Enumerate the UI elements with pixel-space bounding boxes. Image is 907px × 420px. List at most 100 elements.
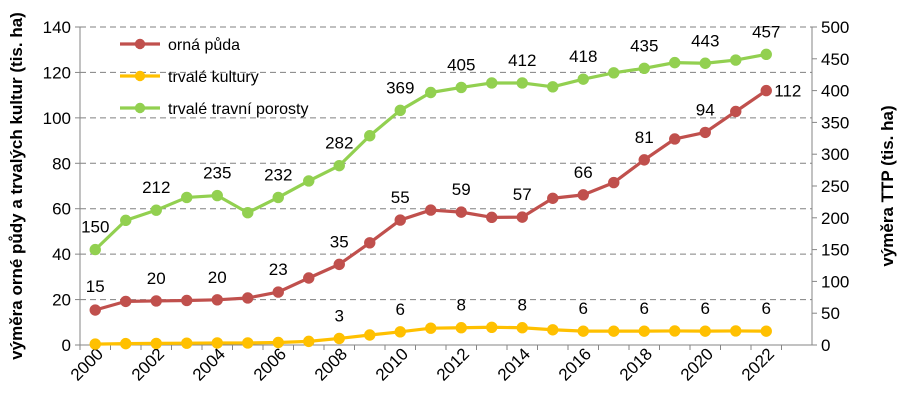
- data-point: [364, 237, 376, 249]
- data-point: [425, 204, 437, 216]
- x-tick-label: 2016: [555, 344, 595, 384]
- data-label: 412: [508, 51, 536, 70]
- data-point: [577, 325, 589, 337]
- data-point: [120, 337, 132, 350]
- y-tick-label-right: 50: [821, 304, 840, 323]
- data-point: [455, 81, 467, 94]
- data-label: 282: [325, 134, 353, 153]
- y-tick-label-right: 100: [821, 272, 849, 291]
- data-point: [89, 338, 101, 350]
- y-tick-label-right: 350: [821, 113, 849, 132]
- data-label: 8: [457, 296, 466, 315]
- data-point: [150, 295, 162, 307]
- data-point: [211, 294, 223, 306]
- data-label: 232: [264, 165, 292, 184]
- data-label: 112: [774, 82, 801, 101]
- data-label: 235: [203, 164, 231, 183]
- data-point: [547, 192, 559, 204]
- data-point: [760, 48, 772, 61]
- data-point: [730, 105, 742, 118]
- x-tick-label: 2018: [616, 344, 656, 384]
- legend: orná půda trvalé kultury trvalé travní por…: [120, 36, 309, 118]
- data-label: 405: [447, 55, 475, 74]
- data-point: [181, 337, 193, 349]
- data-label: 6: [579, 299, 588, 318]
- data-point: [699, 325, 711, 337]
- data-point: [638, 62, 650, 75]
- data-label: 23: [269, 260, 288, 279]
- y-tick-label-right: 150: [821, 241, 849, 260]
- data-point: [638, 325, 650, 337]
- data-point: [272, 191, 284, 204]
- x-tick-label: 2008: [311, 344, 351, 384]
- x-tick-label: 2004: [189, 344, 229, 384]
- data-label: 20: [208, 268, 227, 287]
- data-label: 150: [81, 218, 109, 237]
- y-tick-label: 40: [52, 245, 71, 264]
- y-tick-label-right: 450: [821, 50, 849, 69]
- x-tick-label: 2000: [67, 344, 107, 384]
- y-tick-label-right: 200: [821, 209, 849, 228]
- data-point: [150, 337, 162, 350]
- data-point: [181, 294, 193, 307]
- data-label: 35: [330, 232, 349, 251]
- data-label: 57: [513, 185, 532, 204]
- y-tick-label-right: 400: [821, 82, 849, 101]
- series-line-0: [94, 89, 768, 312]
- data-point: [211, 189, 223, 202]
- x-tick-label: 2012: [433, 344, 473, 384]
- data-point: [699, 57, 711, 69]
- data-point: [89, 243, 101, 256]
- data-point: [516, 322, 528, 334]
- legend-label: orná půda: [168, 36, 240, 54]
- data-point: [425, 86, 437, 99]
- x-tick-label: 2010: [372, 344, 412, 384]
- y-axis-title-right: výměra TTP (tis. ha): [878, 105, 897, 266]
- x-tick-label: 2014: [494, 344, 534, 384]
- y-tick-label: 140: [43, 18, 71, 37]
- data-label: 6: [701, 299, 710, 318]
- data-label: 55: [391, 188, 410, 207]
- y-tick-label-right: 250: [821, 177, 849, 196]
- data-point: [486, 211, 498, 224]
- data-label: 59: [452, 180, 471, 199]
- data-label: 66: [574, 163, 593, 182]
- data-point: [425, 322, 437, 334]
- data-point: [608, 325, 620, 337]
- data-point: [760, 325, 772, 337]
- data-point: [211, 337, 223, 349]
- data-point: [181, 191, 193, 204]
- data-point: [150, 204, 162, 216]
- x-tick-label: 2006: [250, 344, 290, 384]
- data-label: 94: [696, 100, 715, 119]
- data-point: [669, 56, 681, 69]
- x-tick-label: 2022: [738, 344, 778, 384]
- data-point: [303, 175, 315, 187]
- data-point: [547, 324, 559, 336]
- data-point: [608, 176, 620, 189]
- data-point: [120, 295, 132, 308]
- data-label: 3: [335, 306, 344, 325]
- data-point: [608, 67, 620, 79]
- data-point: [699, 126, 711, 139]
- y-axis-title-left: výměra orné půdy a trvalých kultur (tis.…: [7, 12, 26, 360]
- data-point: [516, 77, 528, 89]
- data-point: [394, 214, 406, 226]
- series-lines: [89, 48, 772, 350]
- data-label: 212: [142, 178, 170, 197]
- data-point: [669, 325, 681, 337]
- data-point: [577, 73, 589, 85]
- data-point: [486, 77, 498, 89]
- y-tick-label: 0: [62, 336, 71, 355]
- legend-marker: [134, 102, 146, 114]
- data-point: [455, 322, 467, 334]
- data-label: 6: [762, 299, 771, 318]
- data-label: 6: [640, 299, 649, 318]
- legend-marker: [134, 38, 146, 50]
- y-tick-label-right: 500: [821, 18, 849, 37]
- data-point: [303, 335, 315, 348]
- y-tick-label: 100: [43, 109, 71, 128]
